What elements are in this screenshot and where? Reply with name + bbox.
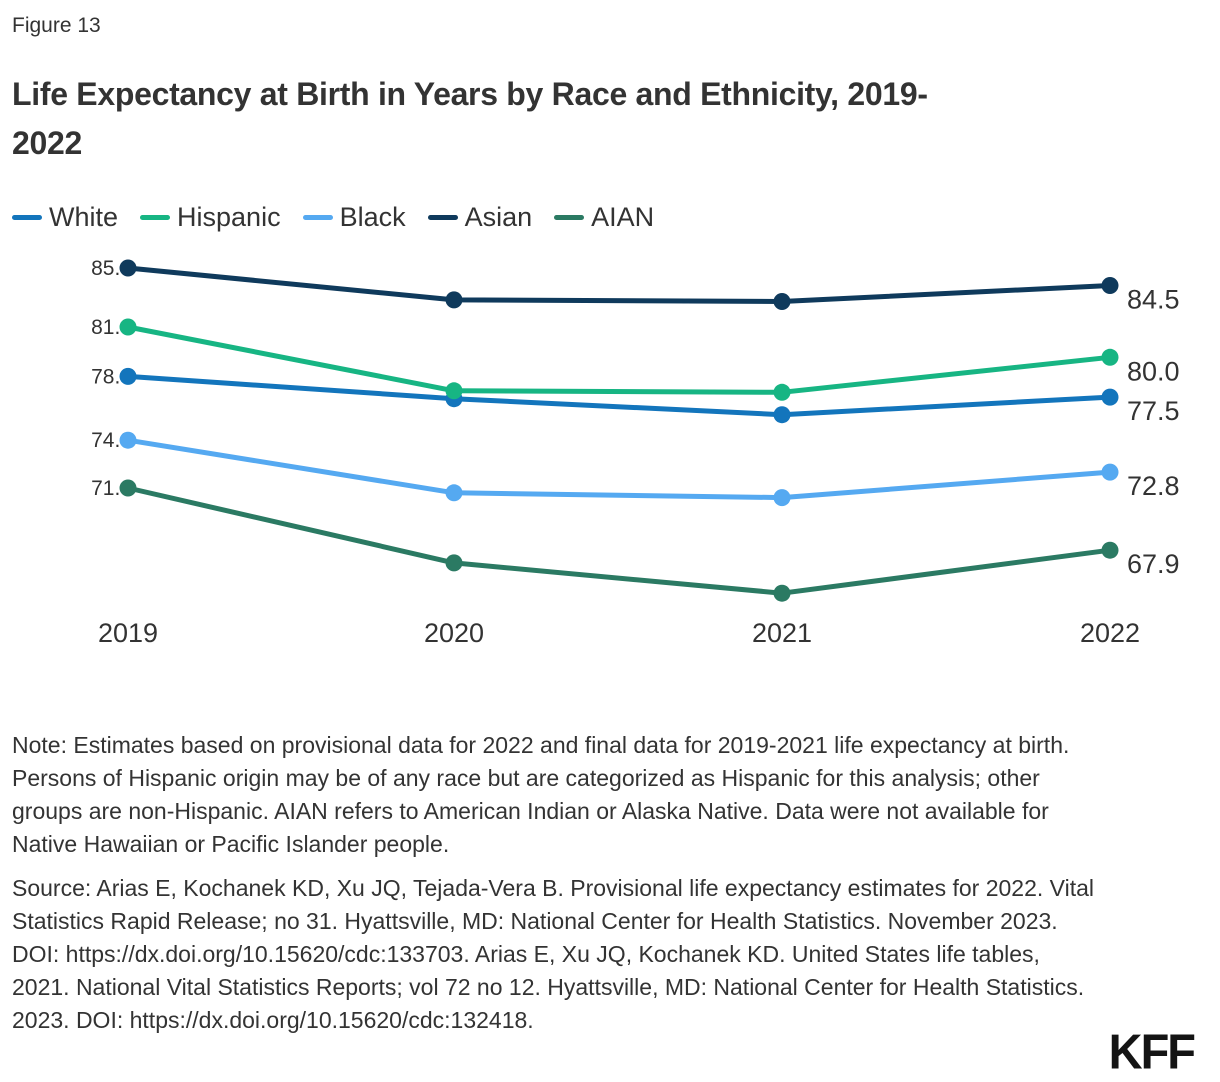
point-aian-2020[interactable] <box>445 554 463 572</box>
figure-label: Figure 13 <box>12 14 101 37</box>
value-label-end-asian: 84.5 <box>1127 285 1180 315</box>
line-asian <box>125 265 1113 304</box>
kff-logo: KFF <box>1108 1023 1196 1080</box>
x-tick-2021: 2021 <box>752 618 812 648</box>
point-black-2022[interactable] <box>1101 463 1119 481</box>
value-label-end-black: 72.8 <box>1127 471 1180 501</box>
note-text: Note: Estimates based on provisional dat… <box>12 732 1070 857</box>
point-white-2022[interactable] <box>1101 388 1119 406</box>
source-text: Source: Arias E, Kochanek KD, Xu JQ, Tej… <box>12 875 1094 1033</box>
line-black <box>125 437 1113 501</box>
legend-label-black: Black <box>339 202 406 232</box>
legend-label-asian: Asian <box>464 202 533 232</box>
point-asian-2021[interactable] <box>773 293 791 310</box>
line-white <box>125 373 1113 418</box>
value-label-end-white: 77.5 <box>1127 396 1180 426</box>
value-label-end-hispanic: 80.0 <box>1127 356 1180 386</box>
legend-item-white[interactable]: White <box>12 202 118 233</box>
legend-swatch-white <box>12 215 42 220</box>
legend-swatch-asian <box>427 215 458 220</box>
legend: White Hispanic Black Asian AIAN <box>12 202 654 233</box>
chart-title-line2: 2022 <box>12 125 82 161</box>
legend-label-white: White <box>49 202 119 232</box>
legend-item-asian[interactable]: Asian <box>427 202 533 233</box>
x-tick-2019: 2019 <box>98 618 158 648</box>
point-aian-2019[interactable] <box>119 479 137 497</box>
legend-swatch-black <box>302 215 333 220</box>
point-black-2020[interactable] <box>445 484 463 502</box>
legend-item-hispanic[interactable]: Hispanic <box>140 202 281 233</box>
line-aian <box>125 485 1113 596</box>
legend-label-aian: AIAN <box>591 202 655 232</box>
legend-item-aian[interactable]: AIAN <box>554 202 654 233</box>
point-asian-2022[interactable] <box>1101 277 1119 294</box>
point-hispanic-2022[interactable] <box>1101 348 1119 366</box>
point-hispanic-2020[interactable] <box>445 382 463 400</box>
value-label-end-aian: 67.9 <box>1127 549 1180 579</box>
point-white-2019[interactable] <box>119 367 137 385</box>
point-hispanic-2021[interactable] <box>773 383 791 401</box>
chart-title: Life Expectancy at Birth in Years by Rac… <box>12 70 1202 168</box>
point-black-2021[interactable] <box>773 489 791 507</box>
point-white-2021[interactable] <box>773 406 791 424</box>
legend-swatch-hispanic <box>140 215 171 220</box>
legend-swatch-aian <box>554 215 585 220</box>
chart-title-line1: Life Expectancy at Birth in Years by Rac… <box>12 76 928 112</box>
line-hispanic <box>125 324 1113 395</box>
point-asian-2020[interactable] <box>445 291 463 309</box>
x-tick-2022: 2022 <box>1080 618 1140 648</box>
x-tick-2020: 2020 <box>424 618 484 648</box>
point-aian-2021[interactable] <box>773 584 791 602</box>
legend-label-hispanic: Hispanic <box>177 202 281 232</box>
line-chart: 78.881.974.885.671.877.580.072.884.567.9… <box>91 257 1180 648</box>
legend-item-black[interactable]: Black <box>302 202 406 233</box>
point-asian-2019[interactable] <box>119 259 137 277</box>
point-hispanic-2019[interactable] <box>119 318 137 336</box>
point-black-2019[interactable] <box>119 431 137 449</box>
point-aian-2022[interactable] <box>1101 541 1119 559</box>
